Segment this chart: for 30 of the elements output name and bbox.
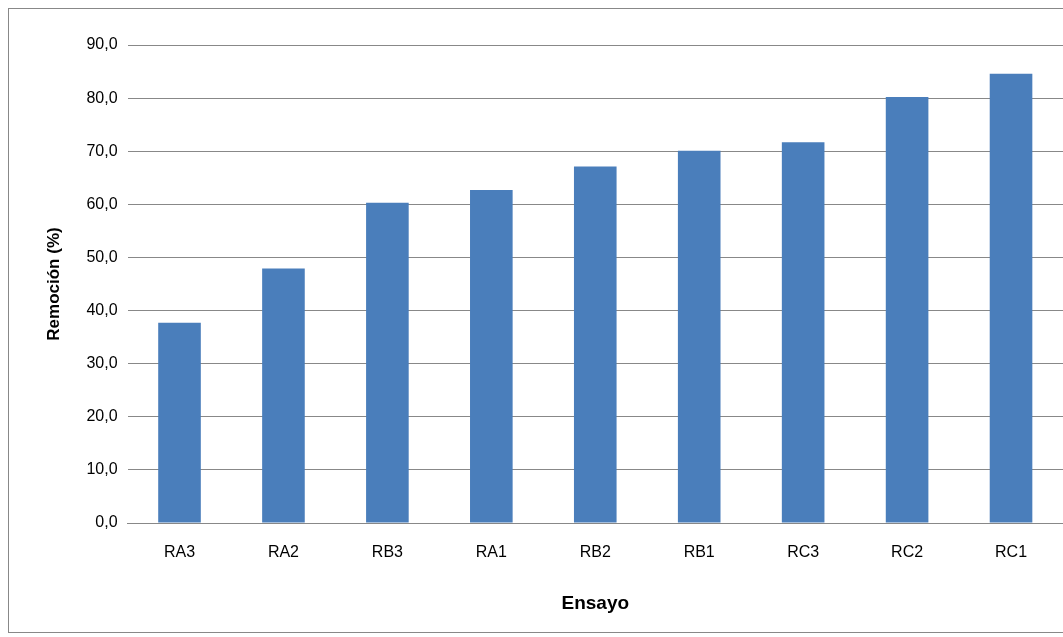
bar bbox=[781, 142, 825, 523]
bar bbox=[677, 150, 721, 523]
bar bbox=[989, 73, 1033, 523]
bar bbox=[366, 202, 409, 523]
bar bbox=[885, 97, 929, 523]
y-axis-title: Remoción (%) bbox=[43, 227, 63, 341]
x-tick-label: RB2 bbox=[579, 543, 611, 561]
y-tick-label: 30,0 bbox=[86, 354, 118, 372]
y-tick-label: 0,0 bbox=[95, 513, 118, 531]
bar bbox=[262, 268, 305, 523]
x-tick-label: RB1 bbox=[683, 543, 715, 561]
y-tick-label: 60,0 bbox=[86, 194, 118, 212]
y-tick-label: 70,0 bbox=[86, 141, 118, 159]
x-tick-label: RC3 bbox=[787, 543, 820, 561]
x-tick-label: RA1 bbox=[475, 543, 507, 561]
bar bbox=[573, 166, 617, 523]
x-tick-label: RA2 bbox=[267, 543, 300, 561]
x-tick-label: RB3 bbox=[371, 543, 404, 561]
y-tick-label: 90,0 bbox=[86, 35, 118, 53]
x-tick-label: RA3 bbox=[163, 543, 196, 561]
y-tick-label: 80,0 bbox=[86, 88, 118, 106]
y-tick-label: 50,0 bbox=[86, 247, 118, 265]
x-tick-label: RC2 bbox=[891, 543, 924, 561]
y-tick-label: 10,0 bbox=[86, 460, 118, 478]
x-axis-title: Ensayo bbox=[561, 591, 630, 613]
bar bbox=[158, 322, 201, 523]
x-tick-label: RC1 bbox=[995, 543, 1028, 561]
y-tick-label: 40,0 bbox=[86, 300, 118, 318]
y-tick-label: 20,0 bbox=[86, 407, 118, 425]
bar bbox=[470, 189, 513, 523]
